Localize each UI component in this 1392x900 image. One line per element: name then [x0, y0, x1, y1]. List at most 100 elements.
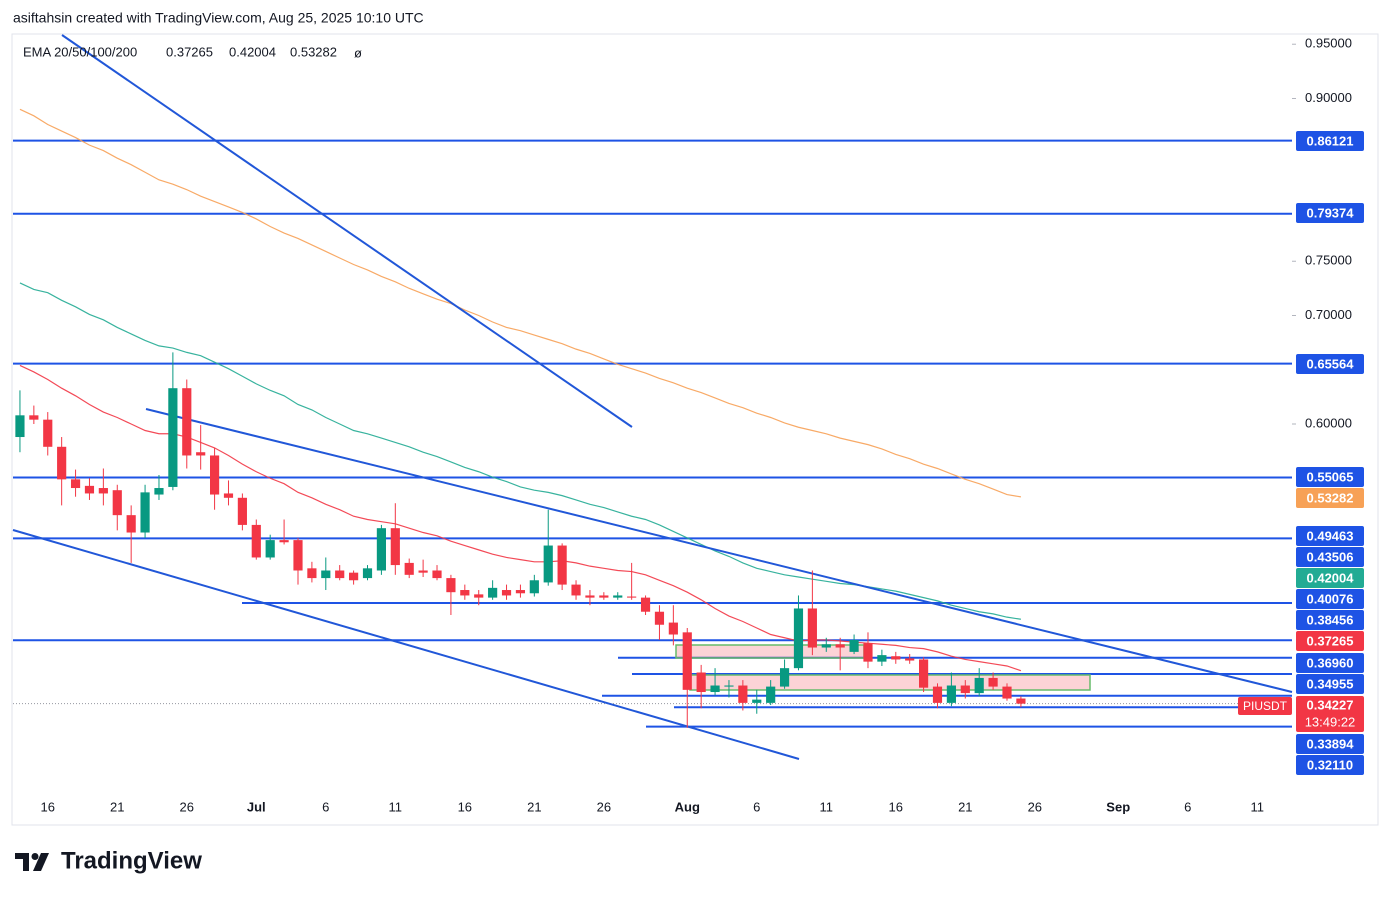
- price-badge-bg: [1296, 696, 1364, 732]
- candle-body: [974, 677, 984, 694]
- candle-body: [543, 545, 553, 583]
- trendline: [145, 408, 1293, 693]
- x-tick-label: Aug: [675, 799, 700, 814]
- indicator-value: 0.42004: [229, 44, 276, 59]
- candle-body: [293, 540, 303, 571]
- candle-body: [404, 562, 414, 575]
- candle-body: [571, 584, 581, 596]
- candle-body: [460, 590, 470, 596]
- indicator-value: 0.53282: [290, 44, 337, 59]
- x-tick-label: 11: [1250, 799, 1264, 814]
- level-label-bg: [1296, 653, 1364, 673]
- y-tick-label: 0.75000: [1305, 253, 1352, 268]
- x-tick-label: 26: [597, 799, 611, 814]
- legend: EMA 20/50/100/200 0.37265 0.42004 0.5328…: [23, 44, 362, 60]
- candle-body: [1002, 686, 1012, 699]
- axis-layer: 0.95000 0.90000 0.75000 0.70000 0.60000 0.861…: [41, 36, 1364, 814]
- candle-body: [640, 597, 651, 612]
- candle-body: [710, 685, 720, 693]
- level-label: 0.38456: [1307, 612, 1354, 627]
- x-tick-label: 11: [820, 799, 834, 814]
- candle-body: [140, 492, 150, 533]
- symbol-badge-bg: [1238, 697, 1292, 715]
- level-label-bg: [1296, 467, 1364, 487]
- candle-body: [529, 580, 539, 594]
- x-tick-label: 21: [110, 799, 124, 814]
- price-label: 0.34227: [1307, 697, 1354, 712]
- level-label-bg: [1296, 547, 1364, 567]
- candle-body: [362, 568, 373, 579]
- ema-label-bg: [1296, 488, 1364, 508]
- x-tick-label: 16: [458, 799, 472, 814]
- y-tick-label: 0.90000: [1305, 90, 1352, 105]
- logo-mark: [33, 853, 49, 871]
- candle-body: [613, 595, 623, 598]
- candle-body: [585, 595, 595, 598]
- candle-body: [682, 632, 692, 690]
- indicator-name: EMA 20/50/100/200: [23, 44, 137, 59]
- candle-body: [724, 685, 734, 687]
- candle-body: [432, 570, 442, 579]
- candle-body: [960, 685, 970, 694]
- candle-body: [335, 570, 345, 579]
- level-label: 0.34955: [1307, 676, 1354, 691]
- candle-body: [237, 497, 247, 525]
- candle-body: [752, 699, 762, 703]
- candle-body: [154, 488, 164, 495]
- x-tick-label: 11: [389, 799, 403, 814]
- x-tick-label: 6: [322, 799, 329, 814]
- x-tick-label: 26: [180, 799, 194, 814]
- ema-label-bg: [1296, 631, 1364, 651]
- ema-label-bg: [1296, 568, 1364, 588]
- candle-body: [738, 685, 748, 703]
- indicator-missing: ø: [354, 45, 362, 60]
- level-label: 0.36960: [1307, 655, 1354, 670]
- x-tick-label: Jul: [247, 799, 266, 814]
- candle-body: [988, 677, 998, 687]
- x-tick-label: 21: [958, 799, 972, 814]
- candle-body: [209, 455, 220, 495]
- trendline: [12, 529, 800, 760]
- x-tick-label: 16: [889, 799, 903, 814]
- x-tick-label: 16: [41, 799, 55, 814]
- x-tick-label: 6: [753, 799, 760, 814]
- trendline: [61, 34, 633, 428]
- level-label-bg: [1296, 526, 1364, 546]
- candle-body: [349, 572, 359, 581]
- candle-body: [43, 419, 53, 447]
- level-label: 0.43506: [1307, 549, 1354, 564]
- candle-body: [70, 479, 81, 489]
- brand-logo: TradingView: [15, 847, 202, 874]
- chart-title: asiftahsin created with TradingView.com,…: [13, 10, 424, 26]
- candle-body: [919, 659, 929, 688]
- candle-body: [418, 570, 428, 573]
- candle-body: [182, 388, 192, 456]
- level-label: 0.55065: [1307, 469, 1354, 484]
- level-label: 0.33894: [1307, 736, 1355, 751]
- candle-body: [29, 415, 39, 420]
- trendlines: [12, 34, 1293, 760]
- level-label: 0.40076: [1307, 591, 1354, 606]
- y-tick-label: 0.70000: [1305, 307, 1352, 322]
- symbol-badge: PIUSDT: [1243, 699, 1288, 713]
- x-tick-label: 21: [527, 799, 541, 814]
- x-tick-label: 6: [1184, 799, 1191, 814]
- candle-body: [474, 594, 484, 598]
- zone: [689, 674, 1091, 691]
- level-label: 0.79374: [1307, 205, 1355, 220]
- candle-body: [196, 452, 206, 456]
- countdown: 13:49:22: [1305, 714, 1356, 729]
- brand-name: TradingView: [61, 847, 202, 874]
- ema-label: 0.42004: [1307, 570, 1355, 585]
- candle-body: [446, 578, 456, 593]
- candle-body: [877, 655, 887, 662]
- level-label-bg: [1296, 354, 1364, 374]
- ema-label: 0.37265: [1307, 633, 1354, 648]
- candle-body: [932, 686, 943, 703]
- level-label-bg: [1296, 755, 1364, 775]
- level-label-bg: [1296, 203, 1364, 223]
- candle-body: [891, 656, 901, 660]
- chart-frame: [11, 33, 1379, 826]
- level-label: 0.65564: [1307, 356, 1355, 371]
